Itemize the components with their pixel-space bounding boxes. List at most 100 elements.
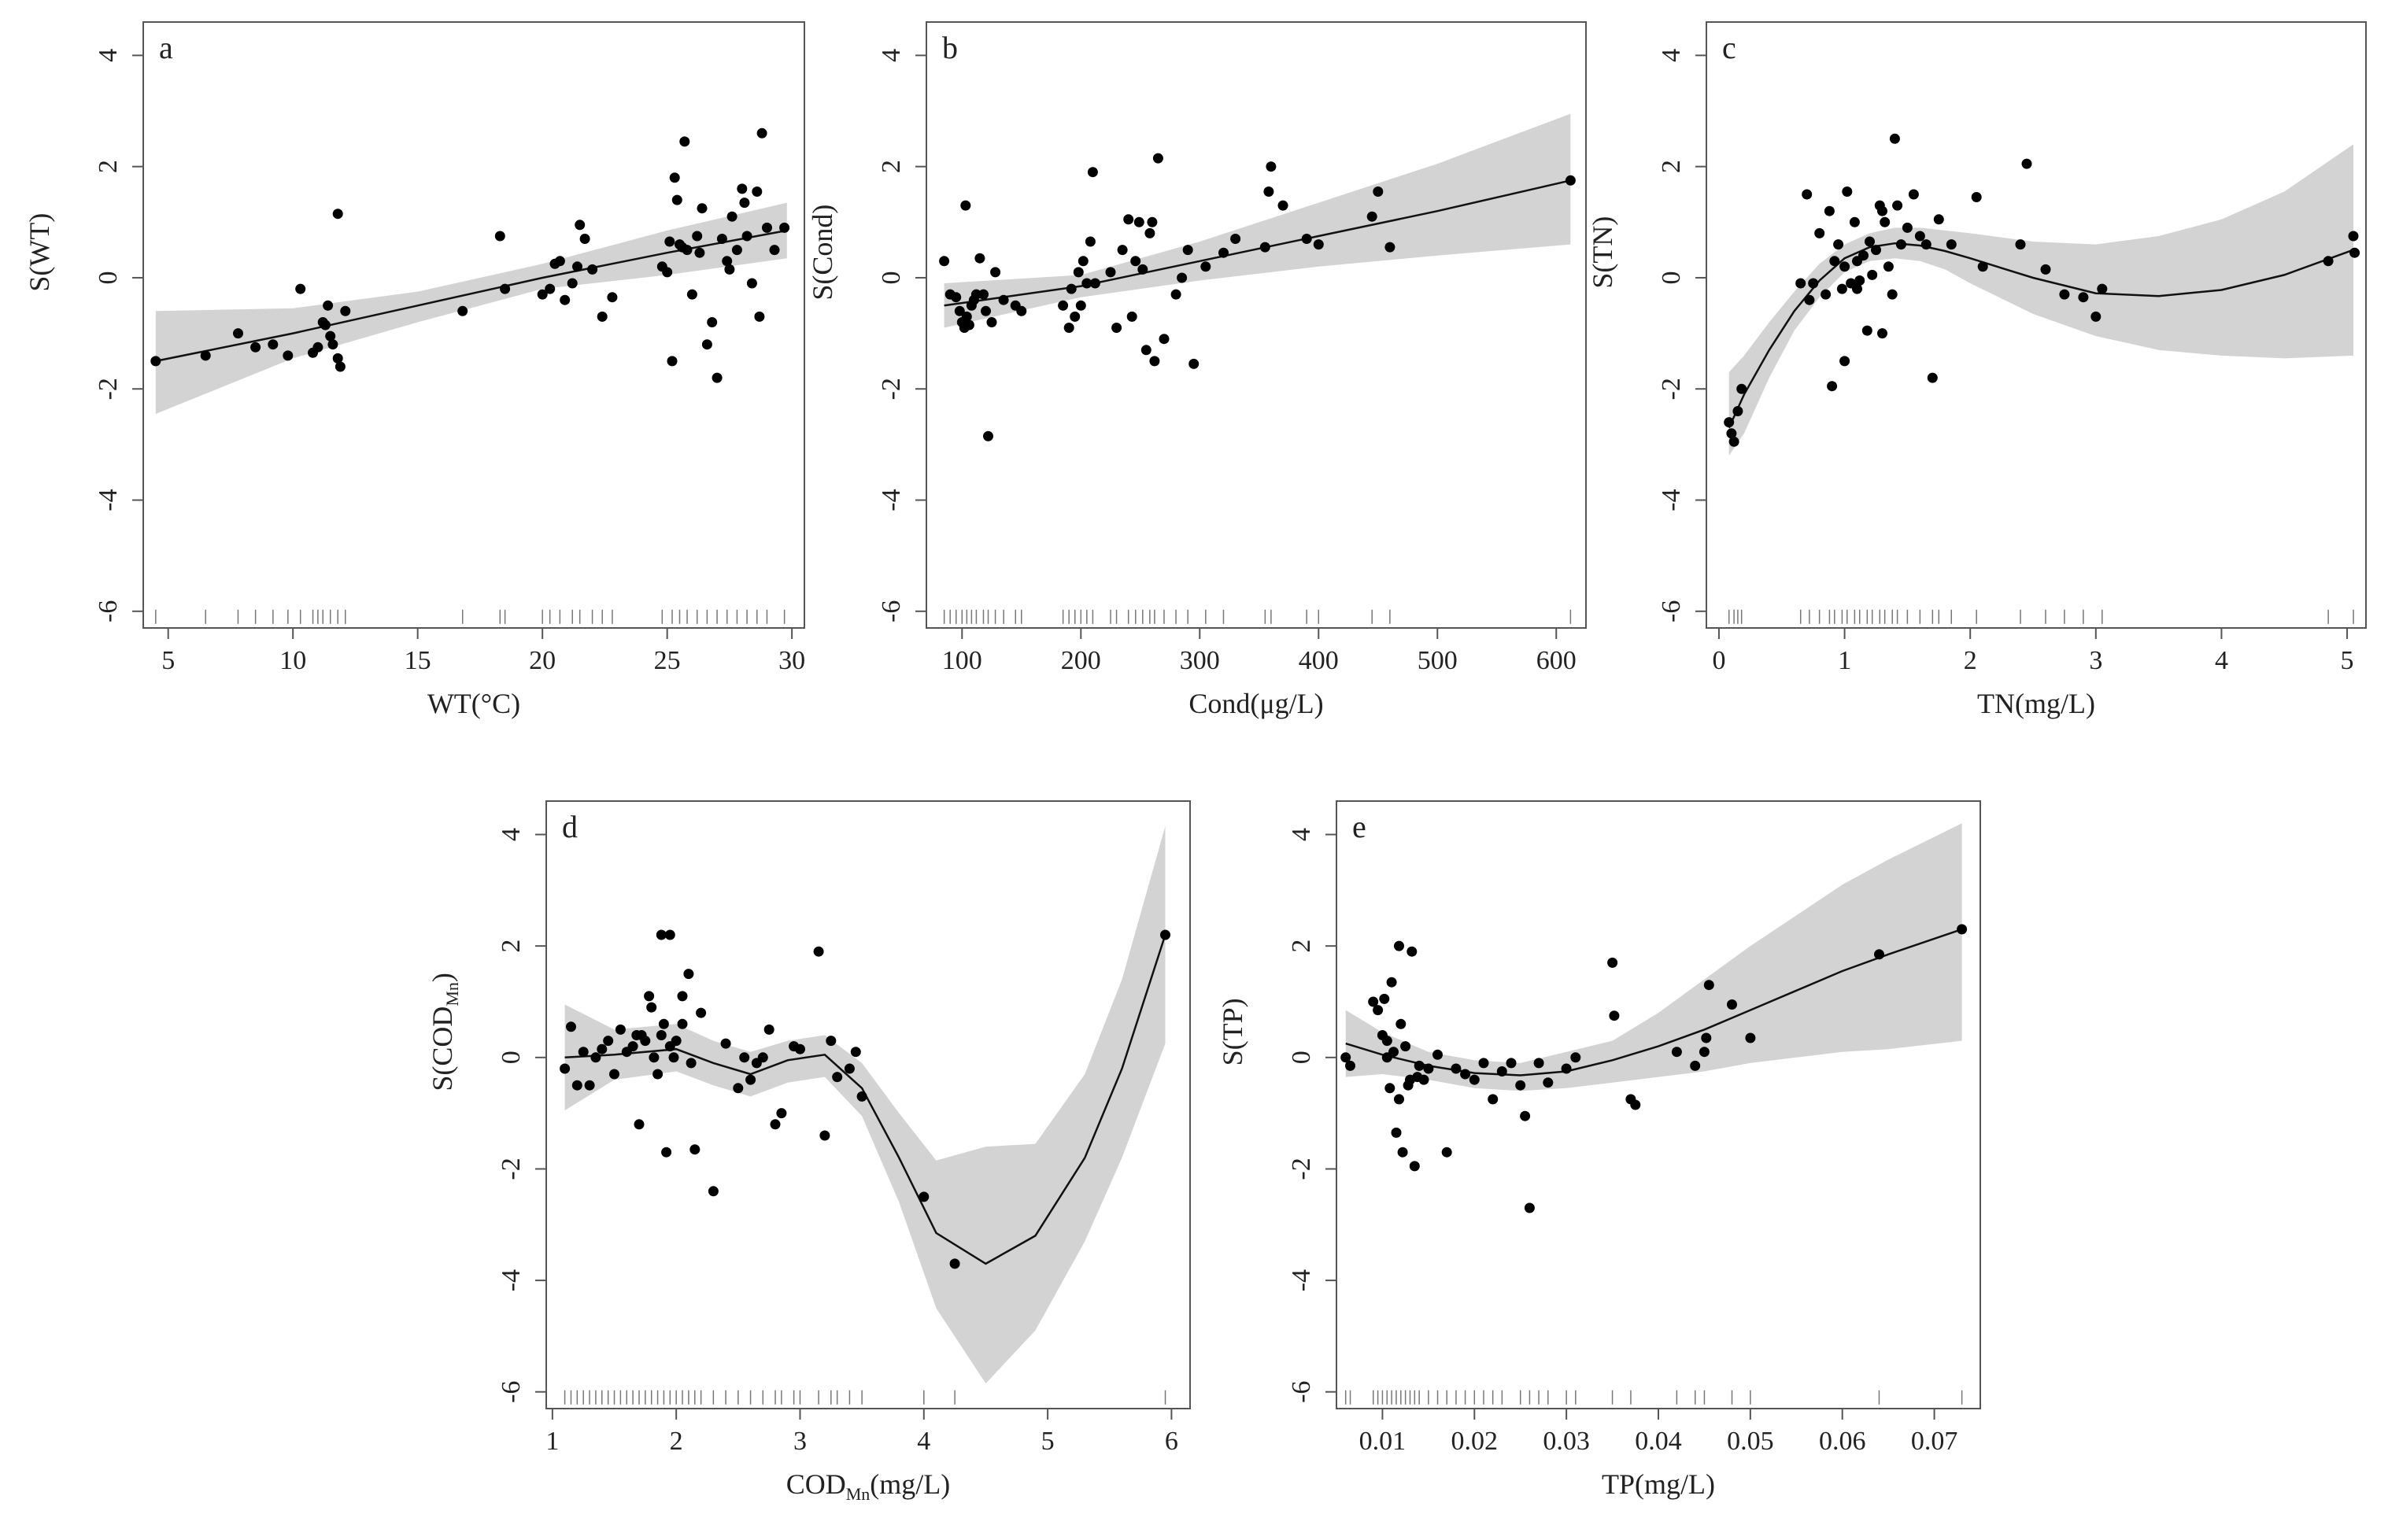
data-point [720,1038,731,1049]
data-point [1200,261,1211,272]
data-point [1824,205,1835,216]
data-point [686,289,697,300]
data-point [554,256,565,267]
y-axis-label: S(CODMn) [427,973,462,1091]
plot-frame [545,800,1191,1409]
data-point [677,242,688,253]
x-tick-label: 1 [545,1427,559,1456]
data-point [1414,1060,1425,1071]
y-tick-label: 2 [877,160,906,173]
data-point [545,283,556,294]
data-point [323,300,334,311]
data-point [733,1083,744,1094]
data-point [696,1007,707,1018]
data-point [1745,1032,1756,1043]
x-tick-label: 15 [405,646,431,675]
data-point [615,1024,626,1035]
data-point [844,1063,855,1074]
data-point [963,319,974,331]
data-point [1914,231,1925,242]
x-tick-label: 0.03 [1543,1427,1590,1456]
data-point [1407,946,1418,957]
data-point [1394,940,1404,951]
data-point [763,1024,774,1035]
x-tick-label: 5 [2341,646,2354,675]
data-point [1927,372,1938,383]
data-point [2097,283,2108,294]
confidence-band [944,113,1571,328]
data-point [1066,283,1077,294]
data-point [661,1147,672,1158]
data-point [575,220,586,231]
x-axis-label-sub: Mn [846,1484,871,1504]
data-point [939,256,950,267]
data-point [1852,283,1862,294]
data-point [752,186,763,197]
data-point [692,231,703,242]
data-point [1478,1058,1489,1069]
data-point [1699,1047,1710,1058]
data-point [1908,189,1919,200]
data-point [627,1041,638,1052]
data-point [1058,300,1069,311]
data-point [960,200,971,211]
data-point [951,292,962,303]
data-point [2015,239,2026,250]
data-point [1920,239,1931,250]
data-point [1391,1127,1402,1138]
data-point [1701,1032,1712,1043]
data-point [1842,186,1853,197]
x-tick-label: 0.07 [1911,1427,1958,1456]
data-point [327,339,338,350]
data-point [974,253,985,264]
data-point [283,350,294,361]
data-point [2040,264,2051,275]
data-point [325,331,336,342]
data-point [1506,1058,1517,1069]
x-tick-label: 6 [1165,1427,1178,1456]
data-point [731,245,742,256]
data-point [737,183,748,194]
data-point [1877,328,1887,339]
data-point [1395,1018,1407,1029]
data-point [2323,256,2334,267]
x-tick-label: 5 [161,646,175,675]
data-point [457,305,468,316]
data-point [332,353,343,364]
fitted-curve [944,179,1571,307]
data-point [233,328,243,339]
data-point [1880,216,1891,227]
x-tick-label: 400 [1299,646,1339,675]
data-point [1388,1047,1399,1058]
data-point [1736,383,1747,394]
data-point [1130,256,1141,267]
data-point [1301,234,1312,244]
y-tick-label: 4 [94,49,123,62]
x-tick-label: 100 [942,646,982,675]
data-point [1821,289,1832,300]
data-point [1543,1077,1554,1088]
data-point [770,1119,781,1130]
data-point [679,136,690,147]
data-point [603,1036,614,1047]
data-point [644,991,655,1002]
data-point [724,264,735,275]
data-point [2059,289,2070,300]
data-point [500,283,511,294]
data-point [268,339,279,350]
data-point [662,267,673,278]
data-point [1839,261,1850,272]
data-point [949,1258,960,1269]
data-point [1570,1052,1581,1063]
y-tick-label: -6 [877,600,906,622]
data-point [200,350,211,361]
data-point [1263,186,1274,197]
data-point [832,1072,843,1083]
y-axis-label: S(TN) [1587,216,1618,289]
y-tick-label: -4 [94,489,123,511]
data-point [664,929,675,940]
panel-label: e [1352,809,1366,844]
x-tick-label: 2 [670,1427,683,1456]
data-point [1524,1202,1535,1213]
data-point [250,342,261,353]
